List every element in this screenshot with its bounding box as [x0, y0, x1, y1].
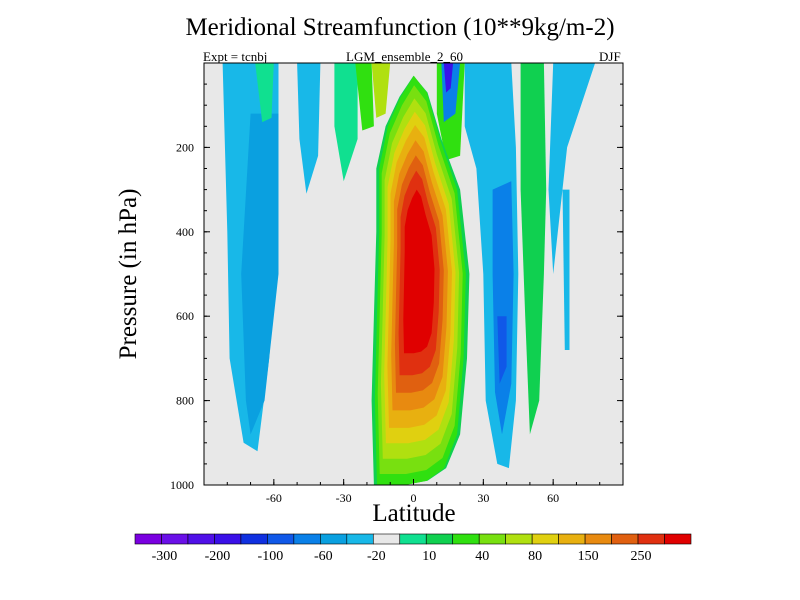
colorbar-label: -20	[367, 549, 386, 564]
chart-title: Meridional Streamfunction (10**9kg/m-2)	[185, 14, 615, 41]
colorbar-swatch	[452, 533, 480, 545]
y-tick-label: 1000	[170, 478, 194, 492]
colorbar-label: 10	[422, 549, 436, 564]
contour-sh-upper-neg	[297, 63, 321, 194]
colorbar-swatch	[134, 533, 162, 545]
colorbar-label: -100	[258, 549, 284, 564]
contour-nh-pos-band	[520, 63, 547, 435]
contour-nh-thin-neg	[562, 189, 570, 350]
y-tick-label: 200	[176, 140, 194, 154]
colorbar-swatch	[611, 533, 639, 545]
colorbar-swatch	[372, 533, 401, 545]
colorbar-swatch	[214, 533, 242, 545]
run-label: LGM_ensemble_2_60	[346, 49, 463, 64]
colorbar-swatch	[558, 533, 586, 545]
colorbar-label: 250	[631, 549, 652, 564]
colorbar-swatch	[505, 533, 533, 545]
expt-label: Expt = tcnbj	[203, 49, 268, 64]
y-tick-label: 400	[176, 225, 194, 239]
colorbar-label: -200	[205, 549, 231, 564]
colorbar-label: -300	[152, 549, 178, 564]
contour-nh-neg-mid	[492, 181, 514, 435]
contour-trop-upper-pos1	[355, 63, 374, 131]
colorbar-label: -60	[314, 549, 333, 564]
colorbar-swatch	[584, 533, 612, 545]
y-tick-label: 800	[176, 394, 194, 408]
colorbar-swatch	[240, 533, 268, 545]
contour-sh-upper-pos	[334, 63, 358, 182]
colorbar-label: 40	[475, 549, 489, 564]
colorbar-swatch	[637, 533, 665, 545]
x-axis-label: Latitude	[372, 500, 456, 527]
contour-nh-upper-neg	[548, 63, 596, 274]
colorbar-swatch	[320, 533, 348, 545]
x-tick-label: 30	[477, 491, 489, 505]
contour-sh-top-pos	[255, 63, 274, 123]
contour-sh-neg-inner	[241, 113, 279, 435]
contour-trop-upper-yellow	[371, 63, 391, 118]
colorbar-swatch	[187, 533, 215, 545]
colorbar-swatch	[267, 533, 295, 545]
colorbar-swatch	[399, 533, 427, 545]
colorbar-label: 80	[528, 549, 542, 564]
y-tick-label: 600	[176, 309, 194, 323]
contour-nh-neg-core	[497, 316, 507, 384]
contour-trop-upper-neg2	[443, 63, 454, 93]
colorbar-swatch	[425, 533, 454, 545]
x-tick-label: -30	[336, 491, 352, 505]
season-label: DJF	[599, 49, 621, 64]
colorbar-label: 150	[578, 549, 599, 564]
contour-tropical-cell-level-10	[403, 189, 435, 354]
colorbar-swatch	[664, 533, 692, 545]
colorbar-swatch	[478, 533, 506, 545]
colorbar-swatch	[346, 533, 374, 545]
x-tick-label: 60	[547, 491, 559, 505]
colorbar-swatch	[161, 533, 189, 545]
x-tick-label: 0	[411, 491, 417, 505]
colorbar-swatch	[531, 533, 559, 545]
colorbar-swatch	[293, 533, 321, 545]
y-axis-label: Pressure (in hPa)	[115, 188, 142, 360]
x-tick-label: -60	[266, 491, 282, 505]
